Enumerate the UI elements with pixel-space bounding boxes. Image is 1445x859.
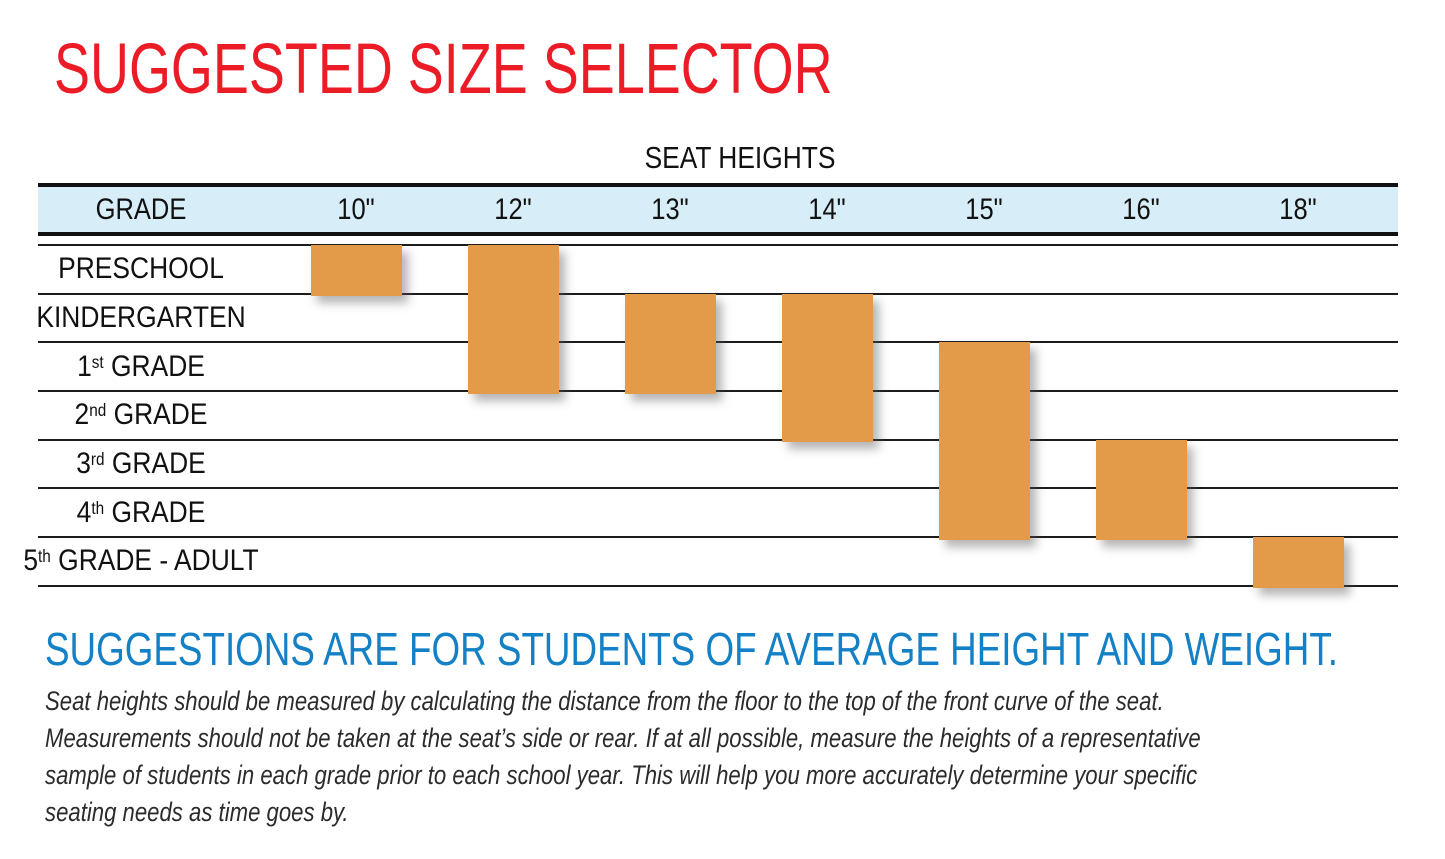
column-header-18in: 18" — [1279, 192, 1317, 226]
grade-label-text: 1 — [77, 349, 92, 383]
suggestions-heading: SUGGESTIONS ARE FOR STUDENTS OF AVERAGE … — [45, 623, 1338, 675]
page-title: SUGGESTED SIZE SELECTOR — [54, 30, 833, 109]
grade-row: 1st GRADE — [38, 343, 1398, 393]
grade-label: 2nd GRADE — [75, 398, 208, 432]
seat-bar-12in — [467, 245, 559, 394]
grade-label: 3rd GRADE — [76, 447, 206, 481]
seat-heights-title: SEAT HEIGHTS — [644, 140, 836, 175]
note-line: Measurements should not be taken at the … — [45, 723, 1201, 753]
table-body: PRESCHOOL KINDERGARTEN 1st GRADE 2nd GRADE 3… — [23, 244, 1398, 589]
grade-label-text: KINDERGARTEN — [36, 301, 246, 335]
grade-ordinal-suffix: th — [38, 546, 51, 567]
grade-label: KINDERGARTEN — [36, 301, 245, 335]
seat-bar-13in — [624, 293, 716, 394]
grade-ordinal-suffix: rd — [90, 449, 105, 470]
grade-label-text: GRADE - ADULT — [50, 544, 259, 578]
grade-label-text: GRADE — [104, 495, 206, 529]
grade-label: 4th GRADE — [77, 496, 206, 530]
note-line: sample of students in each grade prior t… — [45, 760, 1198, 790]
column-header-16in: 16" — [1122, 192, 1160, 226]
grade-row: 5th GRADE - ADULT — [23, 538, 1398, 587]
column-header-12in: 12" — [494, 192, 532, 226]
grade-label: 5th GRADE - ADULT — [23, 544, 258, 578]
grade-row: 4th GRADE — [38, 489, 1398, 539]
seat-bar-16in — [1095, 439, 1187, 540]
grade-row: PRESCHOOL — [38, 246, 1398, 295]
seat-bar-15in — [938, 342, 1030, 540]
seat-bar-18in — [1252, 537, 1344, 589]
grade-label-text: 2 — [74, 398, 90, 432]
grade-label-text: GRADE — [104, 447, 206, 481]
grade-row: 3rd GRADE — [38, 441, 1398, 490]
seat-bar-14in — [781, 293, 873, 443]
grade-label-text: GRADE — [106, 398, 208, 432]
grade-ordinal-suffix: nd — [89, 400, 107, 421]
grade-label-text: 4 — [76, 495, 92, 529]
note-line: Seat heights should be measured by calcu… — [45, 686, 1164, 716]
grade-label-text: 3 — [76, 447, 91, 481]
grade-label-text: 5 — [23, 544, 39, 578]
grade-label-text: PRESCHOOL — [58, 252, 224, 286]
seat-bar-10in — [310, 245, 402, 297]
size-table: GRADE 10" 12" 13" 14" 15" 16" 18" PRESCHOOL KIN… — [23, 183, 1398, 589]
column-header-10in: 10" — [337, 192, 375, 226]
column-header-15in: 15" — [965, 192, 1003, 226]
grade-ordinal-suffix: st — [91, 351, 104, 372]
measurement-note: Seat heights should be measured by calcu… — [45, 683, 1201, 831]
grade-ordinal-suffix: th — [91, 497, 105, 518]
grade-row: 2nd GRADE — [38, 392, 1398, 441]
note-line: seating needs as time goes by. — [45, 797, 349, 827]
corner-header-grade: GRADE — [95, 192, 187, 226]
header-band: GRADE 10" 12" 13" 14" 15" 16" 18" — [38, 183, 1398, 236]
grade-label: PRESCHOOL — [58, 252, 224, 286]
grade-label: 1st GRADE — [77, 350, 205, 384]
grade-label-text: GRADE — [103, 349, 205, 383]
column-header-14in: 14" — [808, 192, 846, 226]
column-header-13in: 13" — [651, 192, 689, 226]
grade-row: KINDERGARTEN — [36, 295, 1398, 344]
